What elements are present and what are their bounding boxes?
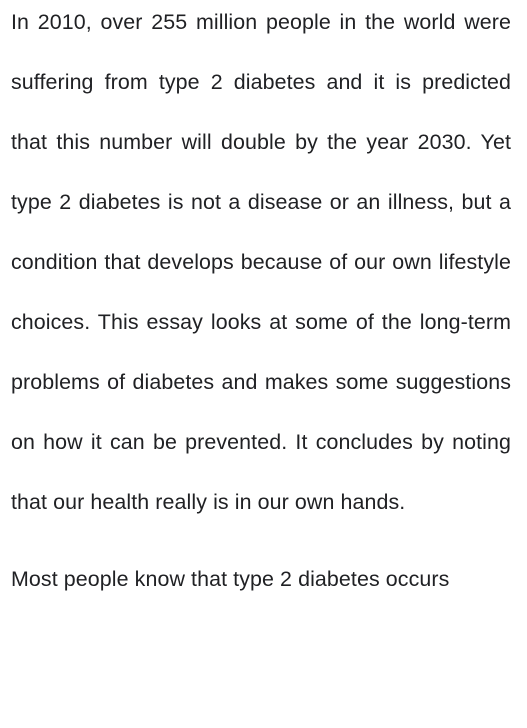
- intro-paragraph: In 2010, over 255 million people in the …: [11, 10, 511, 514]
- essay-document: In 2010, over 255 million people in the …: [11, 0, 511, 609]
- second-paragraph: Most people know that type 2 diabetes oc…: [11, 567, 450, 591]
